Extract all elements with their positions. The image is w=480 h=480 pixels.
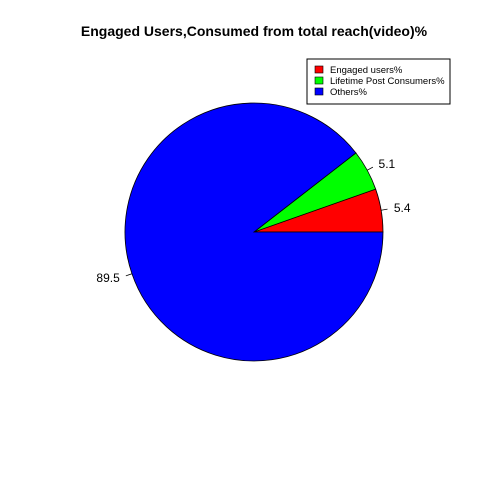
slice-labels: 5.4 5.1 89.5 — [96, 157, 410, 285]
legend-swatch-3 — [314, 87, 324, 96]
legend-label-1: Engaged users% — [330, 65, 403, 76]
slice-label-2: 5.1 — [379, 157, 396, 171]
legend: Engaged users%Lifetime Post Consumers%Ot… — [306, 58, 451, 105]
slice-label-1: 5.4 — [394, 201, 411, 215]
legend-swatch-2 — [314, 76, 324, 85]
legend-label-3: Others% — [330, 87, 368, 98]
chart-title: Engaged Users,Consumed from total reach(… — [81, 23, 428, 39]
legend-label-2: Lifetime Post Consumers% — [330, 76, 445, 87]
legend-swatch-1 — [314, 65, 324, 74]
pie-slice-3 — [124, 102, 384, 362]
leader-line-1 — [381, 208, 388, 211]
leader-line-3 — [125, 273, 133, 277]
pie-slices — [124, 102, 384, 362]
legend-box — [306, 58, 451, 105]
slice-label-3: 89.5 — [96, 271, 120, 285]
leader-line-2 — [367, 166, 374, 171]
